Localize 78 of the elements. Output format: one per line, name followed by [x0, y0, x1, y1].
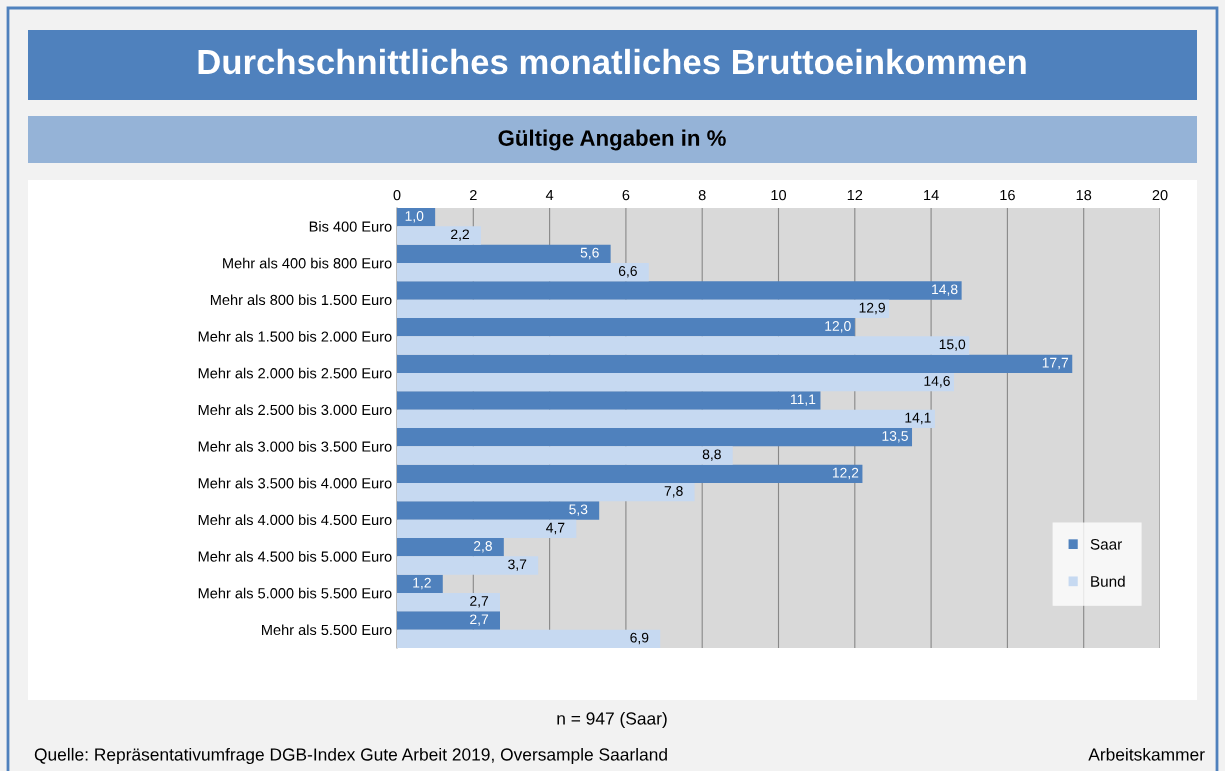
x-tick-label: 6 [622, 189, 630, 201]
data-label: 15,0 [939, 339, 966, 351]
x-tick-label: 2 [469, 189, 477, 201]
bar [397, 574, 443, 593]
data-label: 14,1 [905, 412, 931, 425]
data-label: 2,7 [470, 614, 489, 626]
data-label: 12,9 [859, 302, 885, 315]
x-tick-label: 18 [1076, 189, 1092, 201]
data-label: 2,2 [451, 229, 469, 241]
bar [397, 373, 954, 392]
data-label: 6,6 [618, 266, 637, 278]
bar [397, 318, 855, 337]
data-label: 14,6 [924, 376, 950, 388]
bar [397, 354, 1073, 373]
bar [397, 299, 890, 318]
data-label: 1,2 [413, 577, 431, 590]
data-label: 13,5 [882, 431, 908, 443]
data-label: 11,1 [790, 394, 816, 406]
bar [397, 501, 600, 520]
bar [397, 409, 935, 428]
y-tick-label: Mehr als 4.500 bis 5.000 Euro [198, 551, 392, 562]
data-label: 12,0 [825, 321, 851, 333]
y-tick-label: Mehr als 2.500 bis 3.000 Euro [198, 404, 392, 416]
bar [397, 263, 649, 282]
x-tick-label: 20 [1152, 189, 1168, 201]
data-label: 7,8 [664, 486, 683, 498]
bar [397, 538, 504, 557]
bar [397, 483, 695, 502]
data-label: 4,7 [546, 522, 565, 535]
source-note: Quelle: Repräsentativumfrage DGB-Index Gute Arbeit 2019, Oversample Saarland [34, 747, 667, 765]
data-label: 8,8 [702, 449, 721, 461]
y-tick-label: Mehr als 400 bis 800 Euro [223, 257, 392, 269]
chart-subtitle: Gültige Angaben in % [498, 129, 726, 151]
data-label: 6,9 [630, 632, 649, 645]
bar [397, 611, 501, 630]
x-tick-label: 12 [847, 189, 863, 201]
y-tick-label: Mehr als 3.000 bis 3.500 Euro [198, 441, 392, 452]
chart-title: Durchschnittliches monatliches Bruttoeinkommen [198, 48, 1026, 75]
y-tick-label: Mehr als 3.500 bis 4.000 Euro [198, 477, 392, 489]
data-label: 3,7 [508, 559, 527, 571]
y-tick-label: Bis 400 Euro [309, 221, 392, 232]
bar [397, 428, 913, 447]
data-label: 17,7 [1042, 357, 1069, 370]
y-tick-label: Mehr als 5.500 Euro [262, 624, 392, 636]
y-tick-label: Mehr als 1.500 bis 2.000 Euro [198, 331, 392, 342]
text: Arbeitskammer [1088, 747, 1205, 761]
bar [397, 629, 661, 648]
x-tick-label: 8 [698, 189, 706, 201]
bar [397, 281, 962, 300]
data-label: 2,8 [473, 541, 492, 553]
x-tick-label: 14 [924, 190, 939, 201]
y-tick-label: Mehr als 800 bis 1.500 Euro [210, 294, 392, 306]
bar [397, 446, 733, 465]
bar [397, 593, 501, 612]
bar [397, 391, 821, 410]
bar [397, 208, 436, 227]
text: n = 947 (Saar) [557, 711, 667, 729]
bar [397, 244, 611, 263]
y-tick-label: Mehr als 5.000 bis 5.500 Euro [198, 587, 392, 599]
bar [397, 556, 539, 575]
legend-label: Saar [1090, 538, 1122, 550]
x-tick-label: 10 [771, 189, 787, 201]
data-label: 2,7 [470, 596, 489, 608]
x-tick-label: 0 [393, 189, 401, 201]
bar [397, 226, 481, 245]
bar [397, 336, 970, 355]
y-tick-label: Mehr als 4.000 bis 4.500 Euro [198, 514, 392, 526]
bar [397, 519, 577, 538]
legend-label: Bund [1091, 575, 1125, 587]
data-label: 14,8 [932, 284, 958, 296]
x-tick-label: 16 [1000, 189, 1015, 201]
data-label: 5,6 [580, 247, 599, 260]
data-label: 1,0 [405, 211, 424, 223]
bar [397, 464, 863, 483]
y-tick-label: Mehr als 2.000 bis 2.500 Euro [198, 367, 392, 379]
data-label: 5,3 [569, 504, 588, 516]
data-label: 12,2 [832, 467, 859, 480]
x-tick-label: 4 [545, 190, 554, 201]
